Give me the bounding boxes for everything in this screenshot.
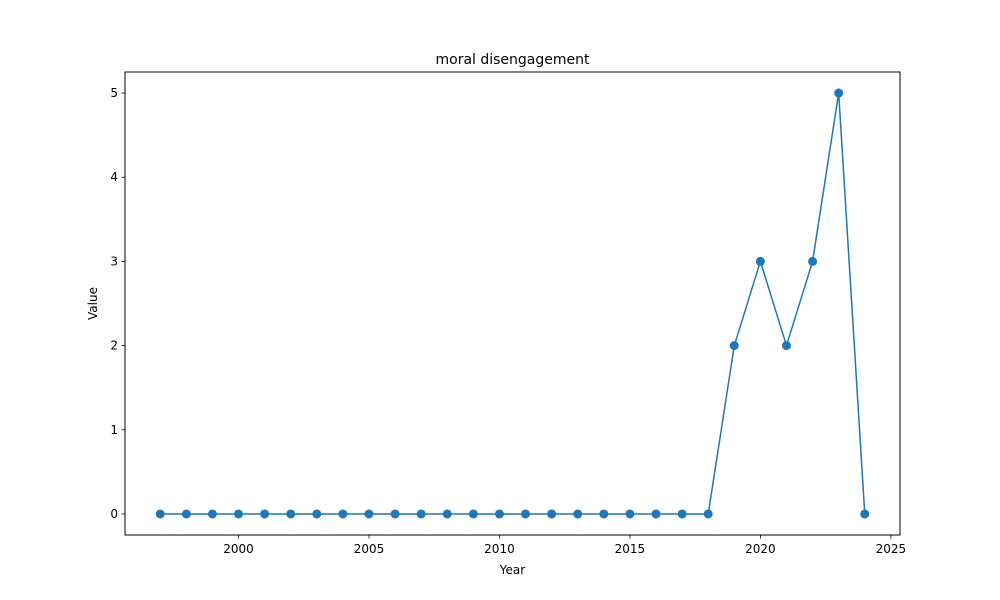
data-point bbox=[155, 509, 165, 519]
data-point bbox=[755, 256, 765, 266]
data-point bbox=[547, 509, 557, 519]
y-axis: 0 1 2 3 4 5 bbox=[110, 86, 125, 521]
x-tick-label: 2020 bbox=[745, 542, 776, 556]
y-tick-label: 1 bbox=[110, 423, 118, 437]
series-layer bbox=[155, 88, 870, 519]
data-point bbox=[207, 509, 217, 519]
data-point bbox=[312, 509, 322, 519]
data-point bbox=[703, 509, 713, 519]
chart-title: moral disengagement bbox=[435, 52, 590, 68]
data-point bbox=[781, 341, 791, 351]
y-axis-label: Value bbox=[86, 287, 100, 320]
data-point bbox=[181, 509, 191, 519]
data-point bbox=[625, 509, 635, 519]
x-tick-label: 2000 bbox=[223, 542, 254, 556]
data-point bbox=[599, 509, 609, 519]
data-point bbox=[834, 88, 844, 98]
x-tick-label: 2015 bbox=[615, 542, 646, 556]
data-point bbox=[573, 509, 583, 519]
y-tick-label: 3 bbox=[110, 254, 118, 268]
x-axis: 2000 2005 2010 2015 2020 2025 bbox=[223, 535, 906, 556]
data-point bbox=[677, 509, 687, 519]
x-tick-label: 2010 bbox=[484, 542, 515, 556]
data-point bbox=[494, 509, 504, 519]
y-tick-label: 4 bbox=[110, 170, 118, 184]
data-point bbox=[234, 509, 244, 519]
y-tick-label: 0 bbox=[110, 507, 118, 521]
data-point bbox=[260, 509, 270, 519]
data-point bbox=[390, 509, 400, 519]
y-tick-label: 5 bbox=[110, 86, 118, 100]
data-point bbox=[442, 509, 452, 519]
data-point bbox=[808, 256, 818, 266]
data-point bbox=[468, 509, 478, 519]
data-point bbox=[651, 509, 661, 519]
data-point bbox=[338, 509, 348, 519]
x-tick-label: 2025 bbox=[876, 542, 907, 556]
plot-area-frame bbox=[124, 71, 901, 536]
y-tick-label: 2 bbox=[110, 339, 118, 353]
series-line bbox=[160, 92, 866, 515]
data-point bbox=[860, 509, 870, 519]
data-point bbox=[286, 509, 296, 519]
x-axis-label: Year bbox=[499, 563, 525, 577]
data-point bbox=[729, 341, 739, 351]
data-point bbox=[416, 509, 426, 519]
x-tick-label: 2005 bbox=[354, 542, 385, 556]
data-point bbox=[521, 509, 531, 519]
data-point bbox=[364, 509, 374, 519]
